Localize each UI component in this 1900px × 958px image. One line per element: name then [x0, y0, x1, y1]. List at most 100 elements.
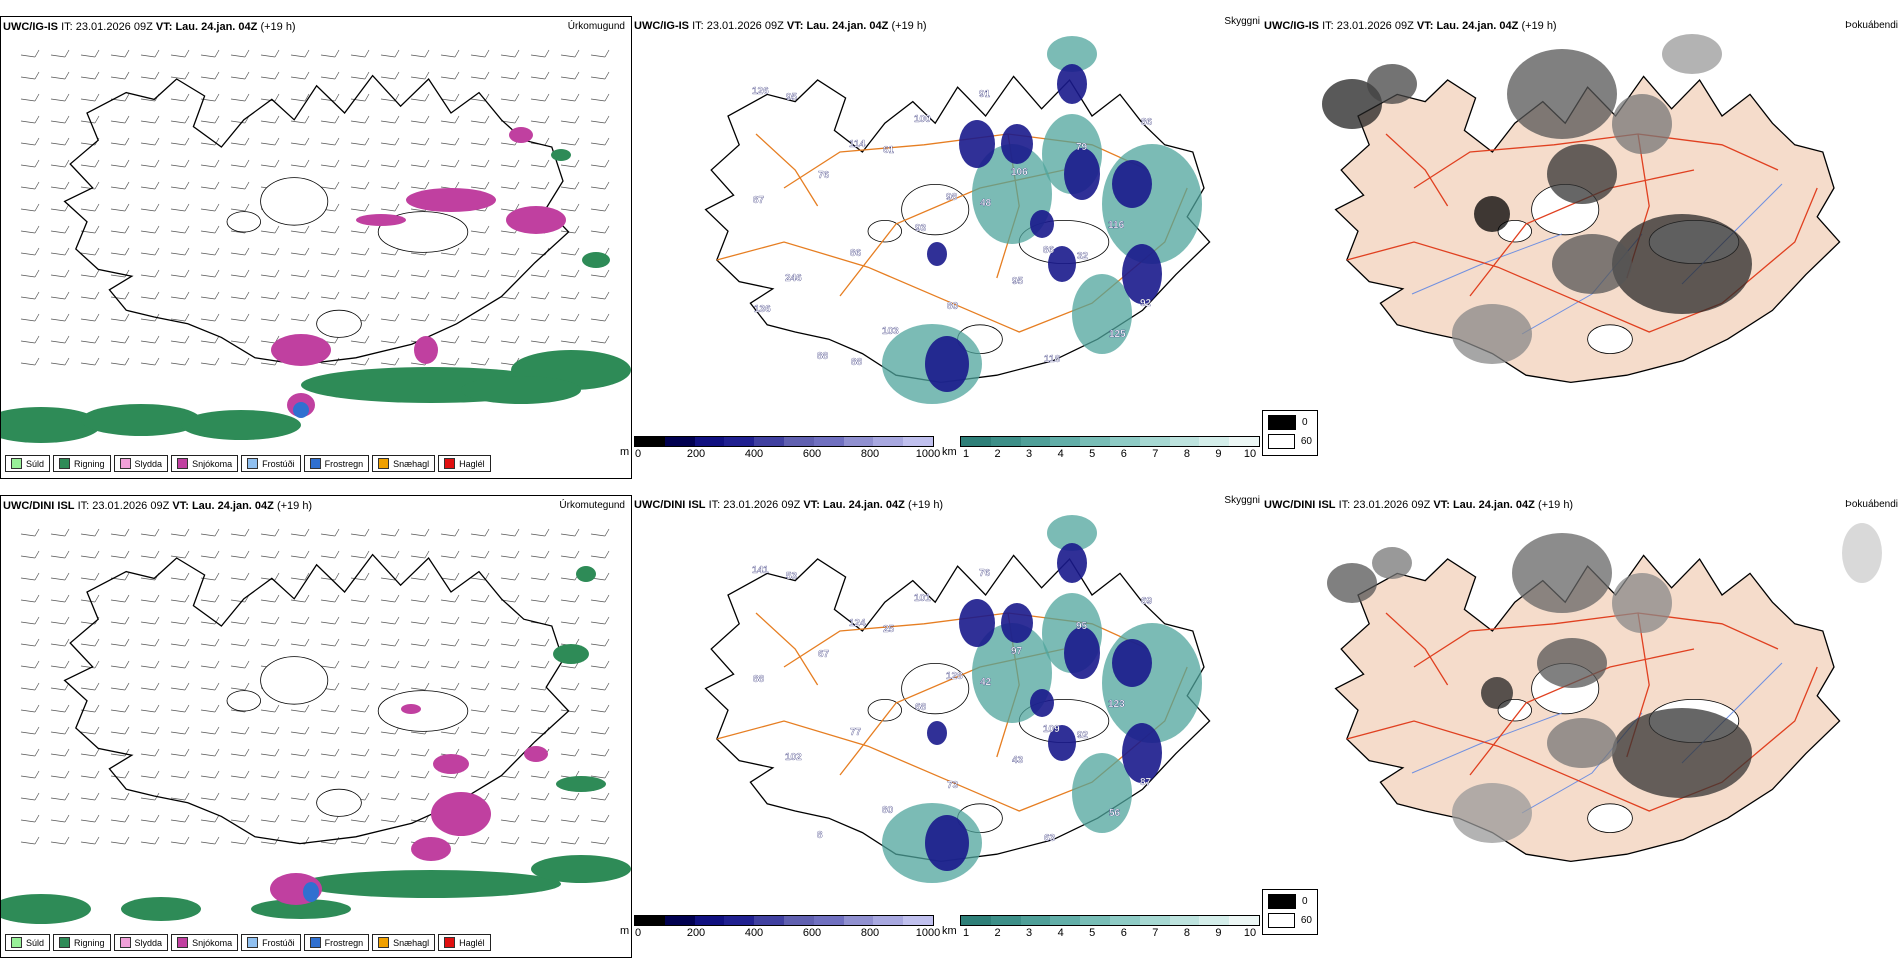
wind-barb — [184, 71, 190, 80]
wind-barb — [34, 313, 40, 322]
wind-barb — [334, 247, 340, 256]
wind-barb — [200, 643, 216, 647]
wind-barb — [200, 164, 216, 168]
wind-barb — [170, 252, 186, 256]
wind-barb — [470, 252, 486, 256]
panel-title: UWC/DINI ISL IT: 23.01.2026 09Z VT: Lau.… — [3, 500, 313, 512]
wind-barb — [604, 638, 610, 647]
wind-barb — [530, 533, 546, 537]
wind-barb — [230, 687, 246, 691]
wind-barb — [94, 550, 100, 559]
snow-area — [414, 336, 438, 364]
wind-barb — [244, 638, 250, 647]
wind-barb — [484, 792, 490, 801]
wind-barb — [304, 726, 310, 735]
ceiling-label: 80 — [947, 301, 959, 312]
wind-barb — [530, 577, 546, 581]
wind-barb — [94, 814, 100, 823]
wind-barb — [380, 274, 396, 278]
wind-barb — [260, 296, 276, 300]
wind-barb — [260, 599, 276, 603]
wind-barb — [170, 274, 186, 278]
wind-barb — [334, 225, 340, 234]
wind-barb — [140, 687, 156, 691]
wind-barb — [200, 797, 216, 801]
wind-barb — [244, 203, 250, 212]
wind-barb — [214, 115, 220, 124]
legend-item: Slydda — [113, 934, 169, 951]
wind-barb — [590, 318, 606, 322]
tick-label: 7 — [1152, 448, 1159, 460]
wind-barb — [560, 296, 576, 300]
wind-barb — [454, 836, 460, 845]
wind-barb — [64, 49, 70, 58]
wind-barb — [514, 71, 520, 80]
wind-barb — [110, 665, 126, 669]
wind-barb — [364, 814, 370, 823]
rain-area — [1, 407, 101, 443]
wind-barb — [604, 159, 610, 168]
legend-item: Rigning — [53, 455, 111, 472]
wind-barb — [64, 770, 70, 779]
wind-barb — [514, 313, 520, 322]
wind-barb — [544, 291, 550, 300]
wind-barb — [574, 550, 580, 559]
wind-barb — [244, 682, 250, 691]
wind-barb — [574, 313, 580, 322]
wind-barb — [484, 225, 490, 234]
wind-barb — [154, 49, 160, 58]
ceiling-label: 32 — [1077, 251, 1089, 262]
wind-barb — [590, 186, 606, 190]
snow-area — [506, 206, 566, 234]
wind-barb — [410, 555, 426, 559]
wind-barb — [214, 93, 220, 102]
wind-barb — [170, 76, 186, 80]
wind-barb — [304, 225, 310, 234]
wind-barb — [380, 775, 396, 779]
wind-barb — [410, 54, 426, 58]
wind-barb — [274, 528, 280, 537]
visibility-colorbar: 1 2 3 4 5 6 7 8 9 10 km — [942, 436, 1260, 466]
wind-barb — [530, 98, 546, 102]
wind-barb — [214, 704, 220, 713]
wind-barb — [154, 550, 160, 559]
wind-barb — [140, 709, 156, 713]
legend-swatch — [444, 458, 456, 469]
wind-barb — [80, 841, 96, 845]
wind-barb — [110, 76, 126, 80]
snow-area — [271, 334, 331, 366]
wind-barb — [304, 616, 310, 625]
wind-barb — [574, 159, 580, 168]
wind-barb — [80, 98, 96, 102]
wind-barb — [94, 71, 100, 80]
wind-barb — [124, 770, 130, 779]
wind-barb — [170, 142, 186, 146]
wind-barb — [484, 638, 490, 647]
wind-barb — [214, 550, 220, 559]
wind-barb — [530, 318, 546, 322]
height-unit: m — [620, 925, 630, 937]
wind-barb — [230, 318, 246, 322]
wind-barb — [140, 252, 156, 256]
wind-barb — [604, 115, 610, 124]
wind-barb — [590, 665, 606, 669]
wind-barb — [34, 836, 40, 845]
wind-barb — [244, 357, 250, 366]
wind-barb — [200, 775, 216, 779]
wind-barb — [410, 665, 426, 669]
tick-label: 9 — [1215, 927, 1222, 939]
wind-barb — [484, 770, 490, 779]
wind-barb — [200, 208, 216, 212]
wind-barb — [304, 572, 310, 581]
wind-barb — [20, 230, 36, 234]
glacier-outline — [901, 663, 970, 715]
wind-barb — [470, 54, 486, 58]
wind-barb — [80, 76, 96, 80]
fog-index-area — [1322, 79, 1382, 129]
wind-barb — [424, 115, 430, 124]
wind-barb — [200, 709, 216, 713]
wind-barb — [124, 357, 130, 366]
wind-barb — [530, 643, 546, 647]
wind-barb — [334, 93, 340, 102]
wind-barb — [394, 335, 400, 344]
